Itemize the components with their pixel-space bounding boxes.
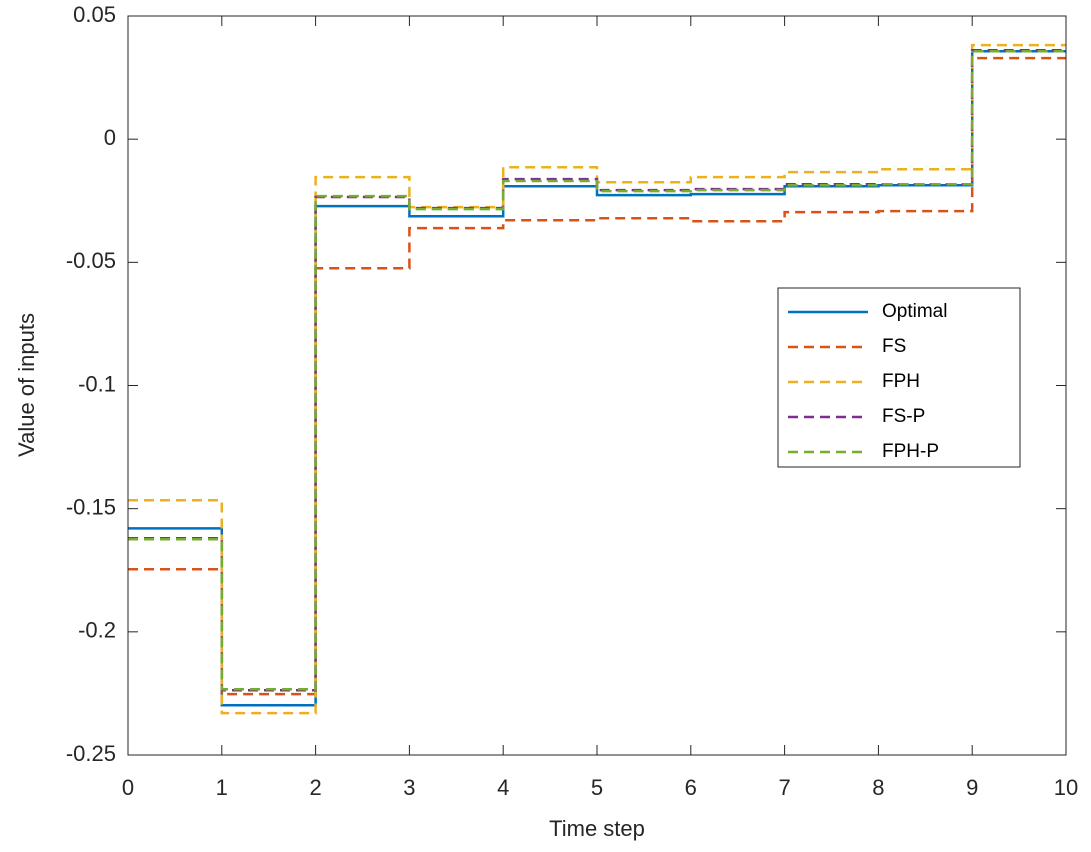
y-tick-label: 0.05	[73, 2, 116, 27]
y-tick-label: -0.25	[66, 741, 116, 766]
legend-label: Optimal	[882, 301, 947, 322]
y-tick-label: 0	[104, 125, 116, 150]
legend-label: FS	[882, 336, 906, 357]
legend-box	[777, 287, 1021, 468]
y-tick-label: -0.2	[78, 618, 116, 643]
plot-frame	[127, 15, 1067, 756]
x-tick-label: 4	[497, 775, 509, 800]
x-tick-label: 8	[872, 775, 884, 800]
x-tick-label: 3	[403, 775, 415, 800]
series-line	[128, 49, 1066, 691]
legend-label: FPH	[882, 371, 920, 392]
y-tick-label: -0.1	[78, 371, 116, 396]
x-tick-label: 9	[966, 775, 978, 800]
legend-label: FPH-P	[882, 441, 939, 462]
y-axis-label: Value of inputs	[14, 313, 39, 457]
x-tick-label: 5	[591, 775, 603, 800]
x-tick-label: 0	[122, 775, 134, 800]
x-axis-label: Time step	[549, 816, 645, 841]
y-tick-label: -0.05	[66, 248, 116, 273]
x-tick-label: 1	[216, 775, 228, 800]
x-tick-label: 2	[309, 775, 321, 800]
series-line	[128, 56, 1066, 696]
x-tick-label: 10	[1054, 775, 1078, 800]
x-tick-label: 7	[778, 775, 790, 800]
x-tick-label: 6	[685, 775, 697, 800]
y-tick-label: -0.15	[66, 494, 116, 519]
legend-label: FS-P	[882, 406, 925, 427]
